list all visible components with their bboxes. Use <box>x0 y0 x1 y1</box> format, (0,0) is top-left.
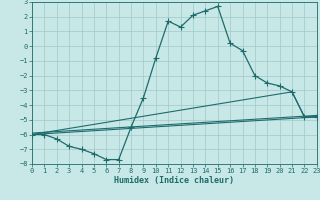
X-axis label: Humidex (Indice chaleur): Humidex (Indice chaleur) <box>115 176 234 185</box>
